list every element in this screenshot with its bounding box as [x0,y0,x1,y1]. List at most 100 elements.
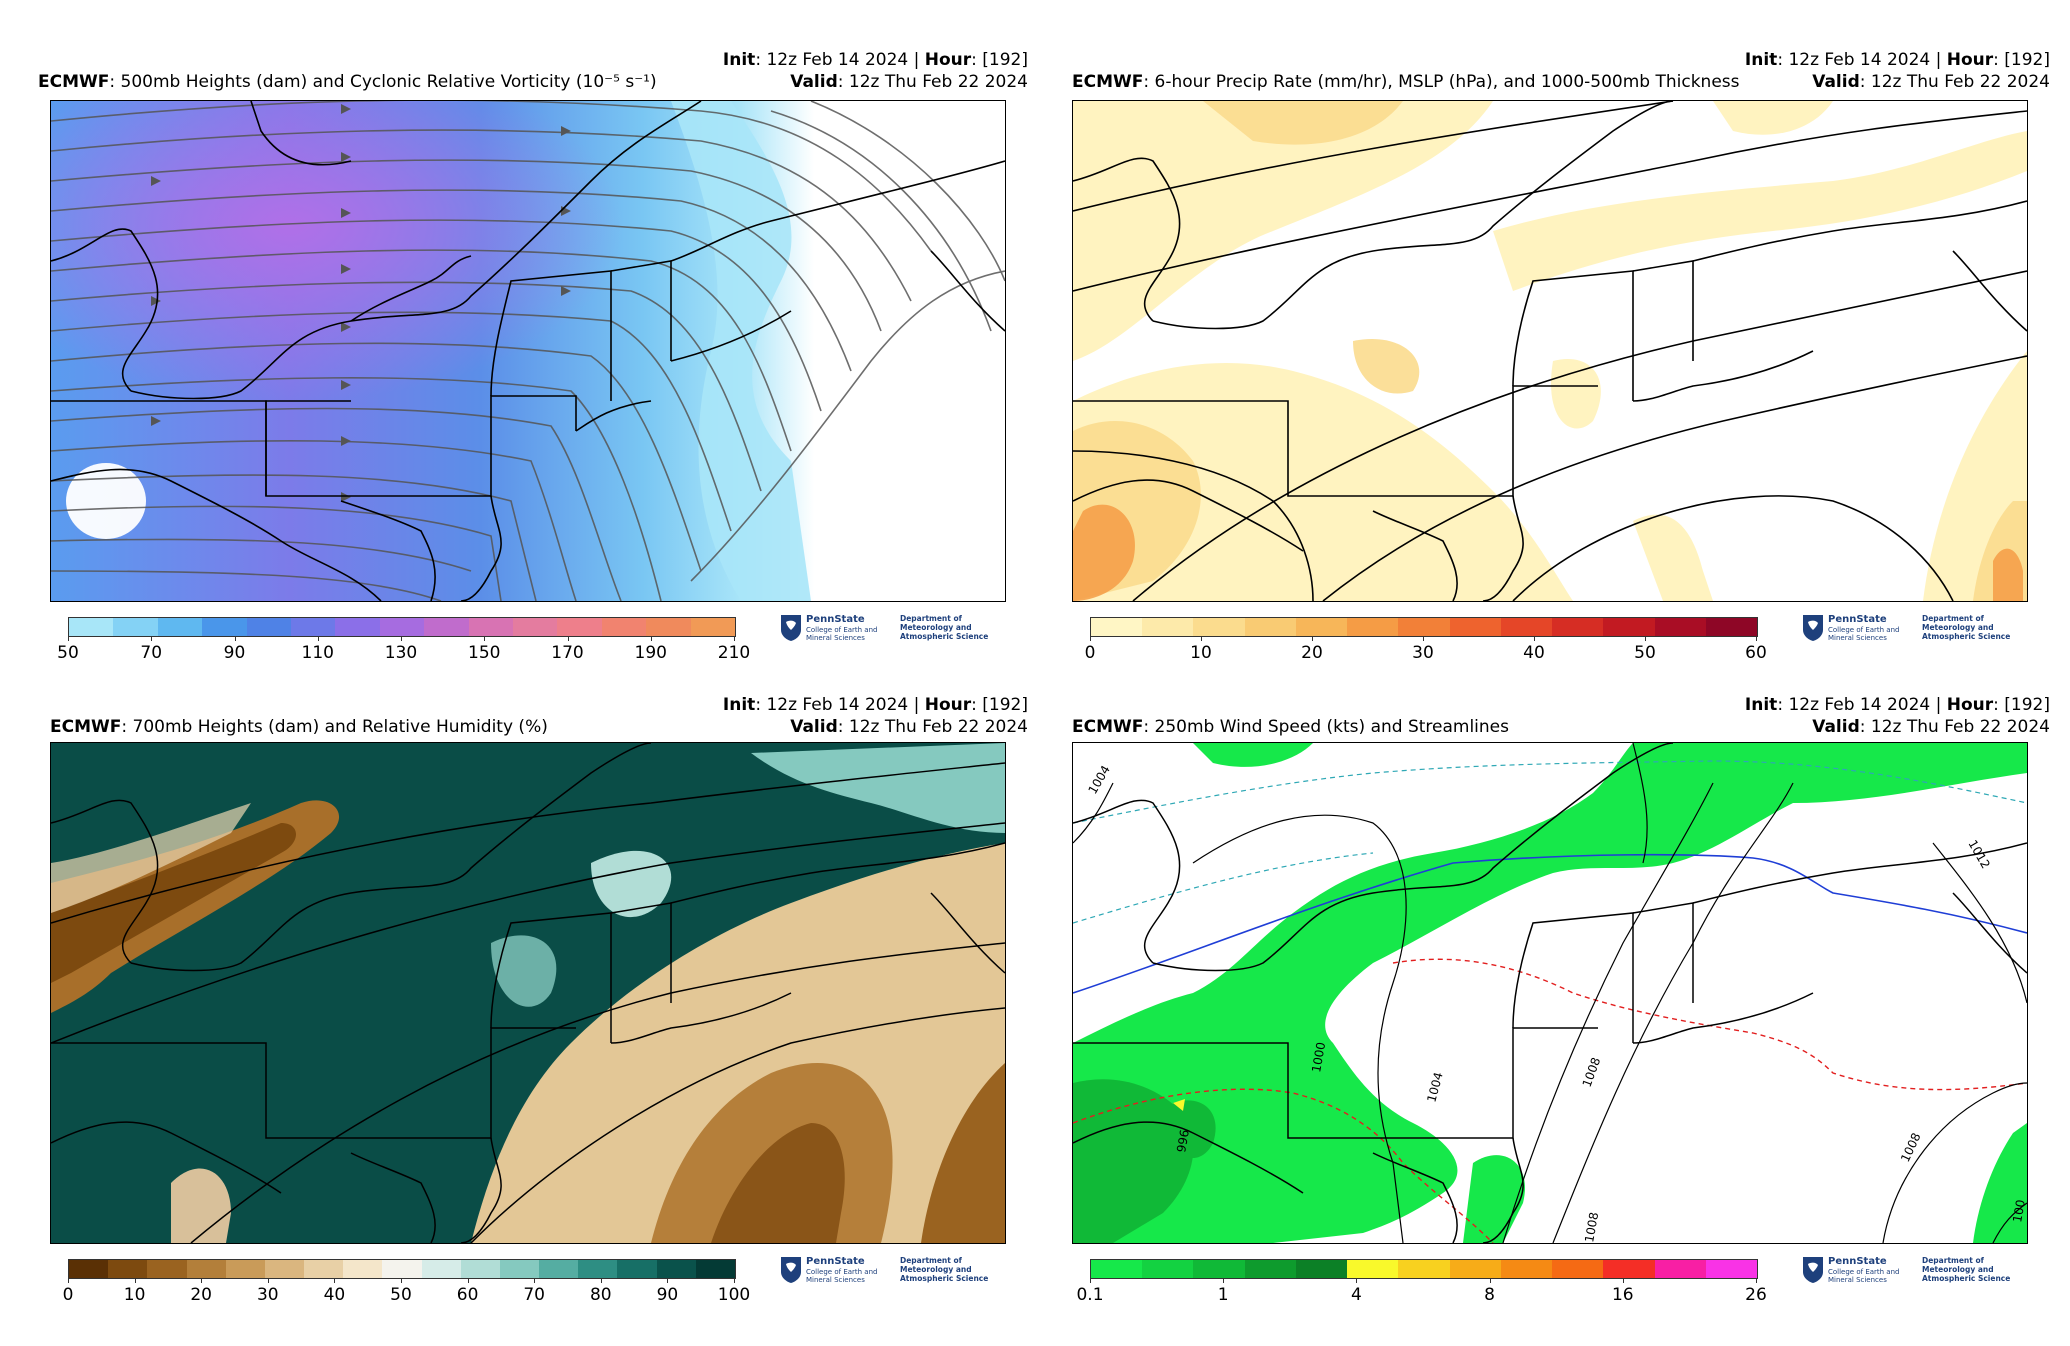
logo-college: College of Earth and Mineral Sciences [806,1268,878,1284]
map-250mb-svg: 1004 1012 1000 1004 1008 1008 996 1008 1… [1073,743,2027,1243]
colorbar-swatch [1398,1260,1450,1278]
panel-precip-mslp: Init: 12z Feb 14 2024 | Hour: [192] ECMW… [1060,38,2050,678]
colorbar-tick-label: 4 [1350,1285,1362,1305]
hour-label: Hour [1946,50,1994,70]
colorbar-swatch [147,1260,187,1278]
hour-label: Hour [924,50,972,70]
init-value: : 12z Feb 14 2024 | [755,50,925,70]
colorbar-tick-label: 60 [456,1285,479,1305]
isobar-label: 1000 [1309,1041,1328,1074]
colorbar-swatch [335,618,380,636]
colorbar-tick-mark [1645,636,1646,641]
colorbar-tick-label: 40 [1523,643,1545,663]
colorbar-tick-label: 170 [551,643,584,663]
isobar-label: 1008 [1582,1211,1601,1243]
colorbar-swatch [421,1260,461,1278]
logo-dept: Department of Meteorology and Atmospheri… [900,1256,989,1283]
init-label: Init [1744,50,1778,70]
colorbar-swatch [1603,618,1655,636]
colorbar-swatch [460,1260,500,1278]
init-label: Init [722,50,756,70]
colorbar-swatch [246,618,292,636]
colorbar-swatch [468,618,514,636]
init-value: : 12z Feb 14 2024 | [1777,695,1947,715]
colorbar-swatch [695,1260,735,1278]
colorbar-swatch [264,1260,305,1278]
colorbar-swatch [157,618,203,636]
colorbar-tick-mark [234,636,236,641]
colorbar-tick-mark [1423,636,1424,641]
colorbar-swatch [1654,618,1706,636]
colorbar-tick-mark [1534,636,1535,641]
colorbar-tick-mark [667,1278,669,1283]
init-label: Init [722,695,756,715]
valid-label: Valid [790,717,838,737]
colorbar-tick-mark [534,1278,536,1283]
model-label: ECMWF [1072,717,1144,737]
colorbar-swatch [539,1260,579,1278]
colorbar-tick-mark [1622,1278,1624,1283]
init-label: Init [1744,695,1778,715]
colorbar-ticks: 0.1 1 4 8 16 26 [1076,1278,1767,1305]
colorbar-tick-label: 20 [1301,643,1323,663]
init-hour-line: Init: 12z Feb 14 2024 | Hour: [192] [1745,695,2050,715]
colorbar-swatch [291,618,336,636]
colorbar-tick-label: 0 [62,1285,74,1305]
nittany-lion-shield-icon [781,615,801,641]
colorbar-tick-mark [650,636,652,641]
colorbar-swatch [1500,618,1553,636]
colorbar-ticks: 0 10 20 30 40 50 60 70 80 90 100 [63,1278,750,1305]
colorbar-tick-mark [151,636,153,641]
colorbar-swatch [1705,1260,1758,1278]
map-250mb: 1004 1012 1000 1004 1008 1008 996 1008 1… [1072,742,2028,1244]
colorbar-tick-label: 10 [123,1285,146,1305]
colorbar-swatch [1500,1260,1553,1278]
valid-label: Valid [1812,72,1860,92]
colorbar-swatch [1295,1260,1348,1278]
colorbar-swatch [382,1260,422,1278]
colorbar-tick-label: 90 [223,643,246,663]
colorbar-swatch [379,618,425,636]
nittany-lion-shield-icon [1803,1257,1823,1283]
colorbar-swatch [1091,1260,1143,1278]
colorbar-swatch [1552,618,1604,636]
valid-value: : 12z Thu Feb 22 2024 [1859,717,2050,737]
hour-label: Hour [924,695,972,715]
colorbar-ticks: 0 10 20 30 40 50 60 [1085,636,1767,663]
coastlines-borders [51,101,1005,601]
model-label: ECMWF [38,72,110,92]
nittany-lion-shield-icon [781,1257,801,1283]
title-text: : 250mb Wind Speed (kts) and Streamlines [1143,717,1509,737]
colorbar-tick-mark [1312,636,1313,641]
colorbar-tick-mark [1090,636,1091,641]
hour-value: : [192] [971,50,1028,70]
colorbar-swatch [1295,618,1348,636]
streamlines [51,101,1005,601]
colorbar-tick-mark [317,636,319,641]
colorbar-tick-label: 0 [1084,643,1096,663]
isobar-label: 100 [2010,1199,2027,1224]
colorbar-tick-label: 1 [1217,1285,1229,1305]
wind-shading-strong [1073,1079,1216,1243]
colorbar-tick-label: 70 [523,1285,546,1305]
colorbar-tick-label: 60 [1745,643,1767,663]
colorbar-swatch [1142,1260,1194,1278]
init-hour-line: Init: 12z Feb 14 2024 | Hour: [192] [723,50,1028,70]
panel-title: ECMWF: 6-hour Precip Rate (mm/hr), MSLP … [1072,72,1740,92]
colorbar-tick-mark [1201,636,1202,641]
colorbar-ticks: 50 70 90 110 130 150 170 190 210 [57,636,750,663]
colorbar-swatch [499,1260,540,1278]
map-500mb [50,100,1006,602]
mslp-isobars [1073,743,2027,1243]
colorbar-tick-label: 26 [1745,1285,1767,1305]
coastlines-borders [51,743,1005,1243]
colorbar-rh [68,1259,736,1279]
colorbar-swatch [1347,1260,1399,1278]
colorbar-tick-label: 100 [717,1285,751,1305]
map-precip-svg [1073,101,2027,601]
colorbar-tick-mark [1223,1278,1225,1283]
colorbar-tick-mark [734,1278,735,1283]
hour-value: : [192] [1993,695,2050,715]
logo-dept: Department of Meteorology and Atmospheri… [1922,614,2011,641]
colorbar-tick-label: 110 [301,643,334,663]
